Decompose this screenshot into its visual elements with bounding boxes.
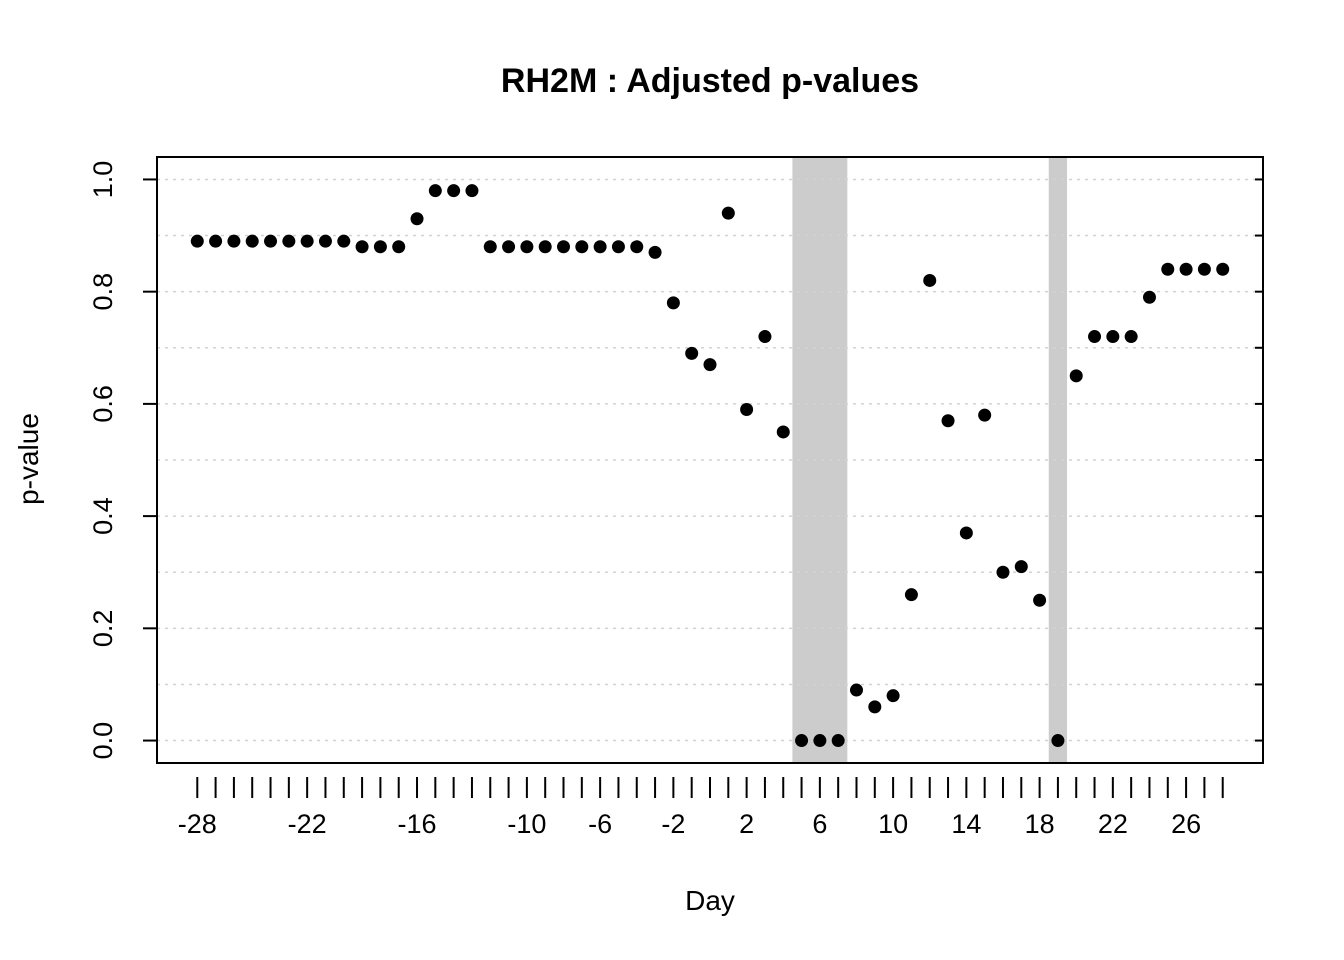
data-point bbox=[1197, 262, 1211, 276]
x-tick-label: 18 bbox=[1025, 809, 1055, 839]
data-point bbox=[465, 184, 479, 198]
data-point bbox=[227, 234, 241, 248]
data-point bbox=[520, 240, 534, 254]
data-point bbox=[776, 425, 790, 439]
x-tick-label: -6 bbox=[588, 809, 612, 839]
data-point bbox=[959, 526, 973, 540]
data-point bbox=[630, 240, 644, 254]
data-point bbox=[1124, 330, 1138, 344]
y-tick-label: 1.0 bbox=[88, 161, 118, 199]
data-point bbox=[557, 240, 571, 254]
data-points bbox=[190, 184, 1230, 748]
data-point bbox=[483, 240, 497, 254]
data-point bbox=[813, 734, 827, 748]
data-point bbox=[1014, 560, 1028, 574]
data-point bbox=[428, 184, 442, 198]
y-tick-label: 0.4 bbox=[88, 497, 118, 535]
x-tick-label: -10 bbox=[507, 809, 546, 839]
plot-frame bbox=[156, 156, 1264, 764]
data-point bbox=[996, 565, 1010, 579]
gridlines bbox=[157, 178, 1263, 742]
data-point bbox=[447, 184, 461, 198]
y-axis: 0.0 0.2 0.4 0.6 0.8 1.0 bbox=[88, 161, 1263, 760]
data-point bbox=[648, 245, 662, 259]
data-point bbox=[923, 273, 937, 287]
data-point bbox=[373, 240, 387, 254]
data-point bbox=[300, 234, 314, 248]
data-point bbox=[1033, 593, 1047, 607]
data-point bbox=[355, 240, 369, 254]
y-axis-label: p-value bbox=[13, 413, 44, 505]
data-point bbox=[868, 700, 882, 714]
data-point bbox=[941, 414, 955, 428]
chart-title: RH2M : Adjusted p-values bbox=[501, 62, 919, 100]
x-tick-label: 2 bbox=[739, 809, 754, 839]
data-point bbox=[831, 734, 845, 748]
data-point bbox=[318, 234, 332, 248]
shaded-region-1 bbox=[1048, 157, 1068, 763]
data-point bbox=[1106, 330, 1120, 344]
y-tick-label: 0.8 bbox=[88, 273, 118, 311]
data-point bbox=[392, 240, 406, 254]
data-point bbox=[209, 234, 223, 248]
data-point bbox=[190, 234, 204, 248]
data-point bbox=[978, 408, 992, 422]
data-point bbox=[849, 683, 863, 697]
data-point bbox=[1179, 262, 1193, 276]
data-point bbox=[1088, 330, 1102, 344]
data-point bbox=[904, 588, 918, 602]
x-axis-label: Day bbox=[685, 885, 735, 916]
x-axis: -28 -22 -16 -10 -6 -2 2 6 10 14 18 22 26 bbox=[178, 777, 1224, 839]
data-point bbox=[795, 734, 809, 748]
x-tick-label: -22 bbox=[288, 809, 327, 839]
data-point bbox=[282, 234, 296, 248]
x-tick-label: 22 bbox=[1098, 809, 1128, 839]
data-point bbox=[703, 358, 717, 372]
x-tick-label: 14 bbox=[951, 809, 981, 839]
x-tick-label: 26 bbox=[1171, 809, 1201, 839]
data-point bbox=[1051, 734, 1065, 748]
x-tick-label: 6 bbox=[812, 809, 827, 839]
data-point bbox=[1161, 262, 1175, 276]
data-point bbox=[575, 240, 589, 254]
data-point bbox=[758, 330, 772, 344]
data-point bbox=[1216, 262, 1230, 276]
x-tick-label: -2 bbox=[661, 809, 685, 839]
data-point bbox=[593, 240, 607, 254]
shaded-regions bbox=[792, 157, 1068, 763]
data-point bbox=[502, 240, 516, 254]
data-point bbox=[666, 296, 680, 310]
x-tick-label: -28 bbox=[178, 809, 217, 839]
x-tick-label: -16 bbox=[398, 809, 437, 839]
data-point bbox=[264, 234, 278, 248]
data-point bbox=[740, 403, 754, 416]
data-point bbox=[611, 240, 625, 254]
y-tick-label: 0.6 bbox=[88, 385, 118, 423]
data-point bbox=[685, 346, 699, 360]
data-point bbox=[337, 234, 351, 248]
data-point bbox=[410, 212, 424, 226]
y-tick-label: 0.0 bbox=[88, 722, 118, 760]
x-tick-label: 10 bbox=[878, 809, 908, 839]
data-point bbox=[886, 689, 900, 703]
data-point bbox=[538, 240, 552, 254]
data-point bbox=[245, 234, 259, 248]
y-tick-label: 0.2 bbox=[88, 610, 118, 648]
data-point bbox=[1142, 290, 1156, 304]
data-point bbox=[1069, 369, 1083, 383]
data-point bbox=[721, 206, 735, 220]
